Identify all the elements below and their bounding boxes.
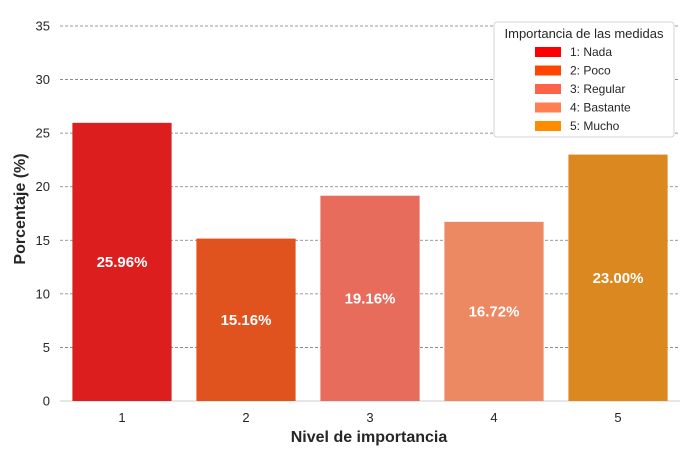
bar-labels: 25.96% 15.16% 19.16% 16.72% 23.00% bbox=[97, 254, 644, 329]
y-tick-label: 0 bbox=[43, 394, 50, 409]
y-tick-label: 5 bbox=[43, 340, 50, 355]
legend-title: Importancia de las medidas bbox=[505, 26, 664, 41]
legend-label: 2: Poco bbox=[570, 64, 611, 78]
legend-label: 1: Nada bbox=[570, 45, 612, 59]
y-tick-label: 10 bbox=[36, 286, 50, 301]
bar bbox=[444, 221, 544, 401]
y-tick-label: 15 bbox=[36, 233, 50, 248]
y-tick-label: 25 bbox=[36, 126, 50, 141]
legend-swatch bbox=[535, 121, 561, 131]
legend-label: 3: Regular bbox=[570, 82, 625, 96]
bar-value-label: 16.72% bbox=[469, 303, 520, 320]
y-axis-title: Porcentaje (%) bbox=[12, 153, 29, 264]
x-tick-label: 4 bbox=[490, 410, 497, 425]
bar-value-label: 25.96% bbox=[97, 254, 148, 271]
legend-swatch bbox=[535, 102, 561, 113]
bar bbox=[320, 195, 420, 401]
legend-swatch bbox=[535, 65, 561, 76]
legend-swatch bbox=[535, 84, 561, 94]
legend-label: 5: Mucho bbox=[570, 119, 620, 133]
y-tick-label: 30 bbox=[36, 72, 50, 87]
y-tick-label: 35 bbox=[36, 19, 50, 34]
legend-label: 4: Bastante bbox=[570, 101, 631, 115]
x-tick-label: 2 bbox=[242, 410, 249, 425]
bars bbox=[72, 122, 668, 401]
bar bbox=[196, 238, 296, 401]
bar-value-label: 19.16% bbox=[345, 290, 396, 307]
bar bbox=[72, 122, 172, 401]
x-tick-label: 1 bbox=[118, 410, 125, 425]
legend: Importancia de las medidas 1: Nada 2: Poc… bbox=[493, 21, 675, 138]
bar bbox=[568, 154, 668, 401]
bar-value-label: 23.00% bbox=[593, 270, 644, 287]
legend-swatch bbox=[535, 47, 561, 57]
bar-value-label: 15.16% bbox=[221, 312, 272, 329]
y-tick-label: 20 bbox=[36, 179, 50, 194]
x-tick-label: 3 bbox=[366, 410, 373, 425]
x-tick-label: 5 bbox=[614, 410, 621, 425]
x-axis-title: Nivel de importancia bbox=[291, 429, 448, 446]
